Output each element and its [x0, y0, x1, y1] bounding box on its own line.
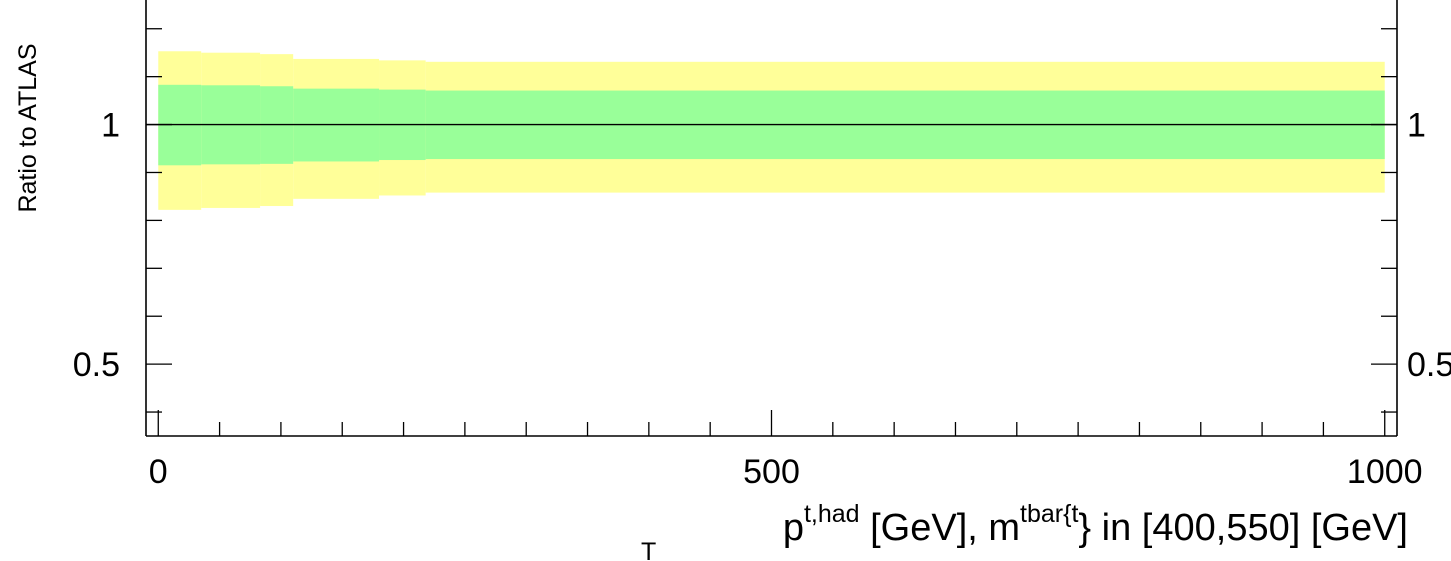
y-tick-label-left-1: 1	[101, 107, 120, 145]
axis-ticks	[146, 28, 1397, 436]
y-tick-label-right-1: 1	[1407, 107, 1426, 145]
uncertainty-bands	[158, 51, 1385, 210]
y-tick-label-right-0.5: 0.5	[1407, 346, 1451, 384]
x-axis-label-m-superscript: tbar{t	[1020, 500, 1078, 528]
x-tick-label-500: 500	[743, 453, 800, 491]
x-axis-label-p-superscript: t,had	[804, 500, 860, 528]
y-axis-label: Ratio to ATLAS	[14, 43, 42, 212]
tick-labels: 0 500 1000 0.5 1 0.5 1	[73, 107, 1451, 491]
x-axis-label: pt,had [GeV], mtbar{t} in [400,550] [GeV…	[783, 500, 1408, 549]
x-axis-label-p-subscript: T	[641, 538, 656, 561]
x-axis-label-mid: [GeV], m	[860, 507, 1020, 549]
x-axis-label-p: p	[783, 507, 804, 549]
x-axis-label-tail: } in [400,550] [GeV]	[1078, 507, 1408, 549]
x-tick-label-0: 0	[149, 453, 168, 491]
y-tick-label-left-0.5: 0.5	[73, 346, 120, 384]
x-tick-label-1000: 1000	[1347, 453, 1423, 491]
